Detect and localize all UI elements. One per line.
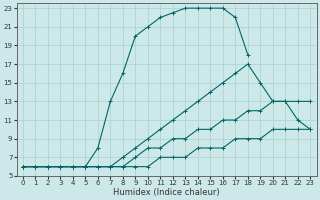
X-axis label: Humidex (Indice chaleur): Humidex (Indice chaleur) [113,188,220,197]
